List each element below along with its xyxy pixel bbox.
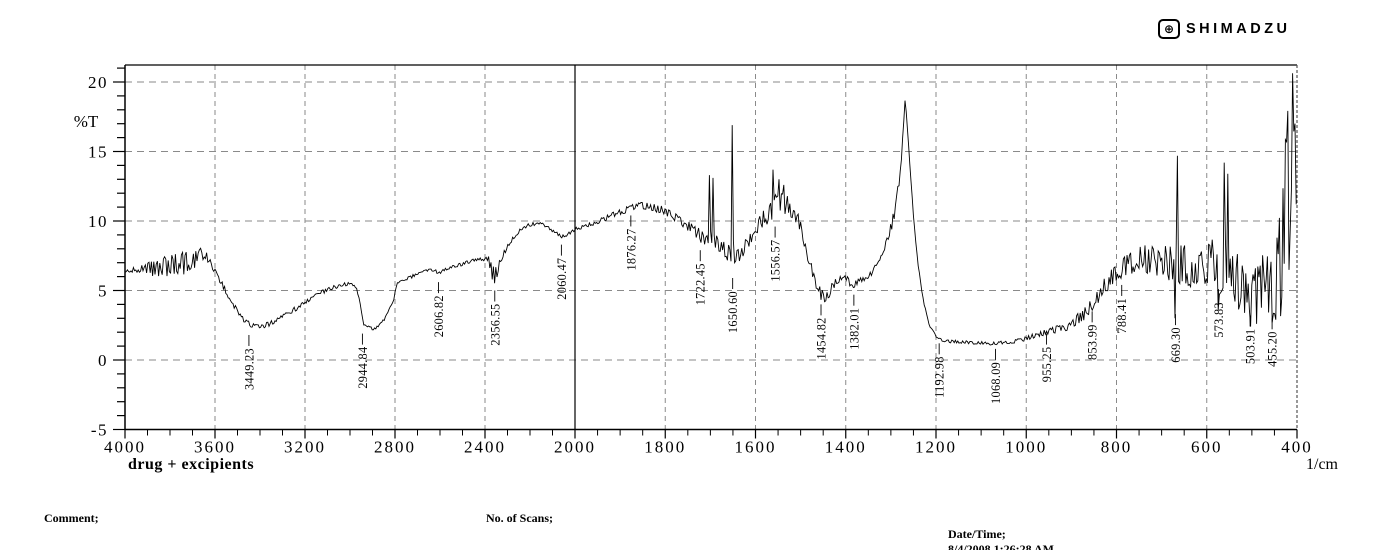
svg-text:0: 0 [98, 351, 108, 370]
svg-text:1400: 1400 [825, 438, 867, 457]
peak-label: 455.20 [1266, 318, 1280, 367]
svg-text:573.83: 573.83 [1212, 302, 1226, 338]
svg-text:2944.84: 2944.84 [356, 347, 370, 389]
peak-label: 853.99 [1086, 311, 1100, 360]
peak-label: 1192.98 [933, 343, 947, 398]
scans-label: No. of Scans; [486, 511, 554, 525]
peak-label: 1454.82 [815, 304, 829, 359]
svg-text:10: 10 [88, 212, 108, 231]
peak-label: 955.25 [1040, 333, 1054, 383]
svg-text:503.91: 503.91 [1244, 329, 1258, 365]
peak-label: 788.41 [1115, 284, 1129, 334]
session-block: Date/Time; 8/4/2008 1:26:28 AM User; del… [924, 480, 1054, 550]
peak-label: 1722.45 [694, 250, 708, 305]
comment-label: Comment; [44, 511, 99, 525]
shimadzu-logo-icon: ⊕ [1158, 19, 1180, 39]
svg-text:788.41: 788.41 [1115, 298, 1129, 334]
svg-text:1192.98: 1192.98 [933, 356, 947, 398]
svg-text:455.20: 455.20 [1266, 331, 1280, 367]
svg-text:1556.57: 1556.57 [769, 240, 783, 282]
peak-label: 503.91 [1244, 315, 1258, 365]
peak-label: 2060.47 [555, 244, 569, 300]
axis-tick-labels: -5 0 5 10 15 20 4000 3600 3200 2800 2400 2000 1800 16… [74, 73, 1339, 473]
svg-text:600: 600 [1191, 438, 1223, 457]
svg-text:5: 5 [98, 282, 108, 301]
peak-label: 2606.82 [432, 282, 446, 337]
series-annotation: drug + excipients [128, 456, 254, 473]
svg-text:2606.82: 2606.82 [432, 295, 446, 337]
svg-text:1200: 1200 [915, 438, 957, 457]
svg-text:2400: 2400 [464, 438, 506, 457]
datetime-value: 8/4/2008 1:26:28 AM [948, 542, 1054, 550]
comment-block: Comment; drug + excipients [44, 480, 132, 550]
svg-text:1722.45: 1722.45 [694, 263, 708, 305]
peak-label: 1876.27 [624, 215, 638, 271]
axis-ticks [113, 67, 1298, 439]
shimadzu-logo: ⊕ SHIMADZU [1158, 19, 1291, 39]
plot-frame [124, 64, 1298, 431]
peak-label: 1382.01 [847, 294, 861, 350]
peak-label: 669.30 [1169, 314, 1183, 363]
peak-label: 1556.57 [769, 226, 783, 282]
svg-text:2356.55: 2356.55 [488, 304, 502, 346]
svg-text:1876.27: 1876.27 [624, 228, 638, 270]
svg-text:1650.60: 1650.60 [726, 291, 740, 333]
svg-text:800: 800 [1101, 438, 1133, 457]
svg-text:2000: 2000 [554, 438, 596, 457]
svg-text:3200: 3200 [284, 438, 326, 457]
datetime-label: Date/Time; [948, 526, 1006, 541]
peak-label: 3449.23 [242, 334, 256, 390]
svg-text:2060.47: 2060.47 [555, 258, 569, 300]
y-axis-title: %T [74, 112, 99, 131]
peak-labels: 3449.23 2944.84 2606.82 2356.55 2060.47 1876.… [242, 215, 1280, 404]
svg-text:400: 400 [1281, 438, 1313, 457]
svg-text:1382.01: 1382.01 [847, 308, 861, 350]
svg-text:669.30: 669.30 [1169, 327, 1183, 363]
svg-text:1000: 1000 [1005, 438, 1047, 457]
svg-text:3449.23: 3449.23 [242, 348, 256, 390]
svg-text:15: 15 [88, 143, 108, 162]
peak-label: 573.83 [1212, 289, 1226, 338]
svg-text:1600: 1600 [735, 438, 777, 457]
x-axis-title: 1/cm [1306, 456, 1339, 473]
svg-text:955.25: 955.25 [1040, 347, 1054, 383]
spectrum-trace [125, 73, 1297, 346]
svg-text:3600: 3600 [194, 438, 236, 457]
ftir-spectrum-chart: -5 0 5 10 15 20 4000 3600 3200 2800 2400 2000 1800 16… [74, 64, 1339, 473]
svg-text:4000: 4000 [104, 438, 146, 457]
svg-text:20: 20 [88, 73, 108, 92]
peak-label: 1068.09 [989, 348, 1003, 404]
peak-label: 1650.60 [726, 277, 740, 333]
svg-text:-5: -5 [91, 421, 108, 440]
svg-text:2800: 2800 [374, 438, 416, 457]
svg-text:1454.82: 1454.82 [815, 317, 829, 359]
gridlines [125, 65, 1297, 430]
svg-text:1068.09: 1068.09 [989, 362, 1003, 404]
svg-text:1800: 1800 [644, 438, 686, 457]
shimadzu-logo-text: SHIMADZU [1186, 21, 1291, 37]
acquisition-block: No. of Scans; Resolution; Apodization; [486, 480, 553, 550]
peak-label: 2356.55 [488, 290, 502, 346]
svg-text:853.99: 853.99 [1086, 324, 1100, 360]
peak-label: 2944.84 [356, 333, 370, 389]
